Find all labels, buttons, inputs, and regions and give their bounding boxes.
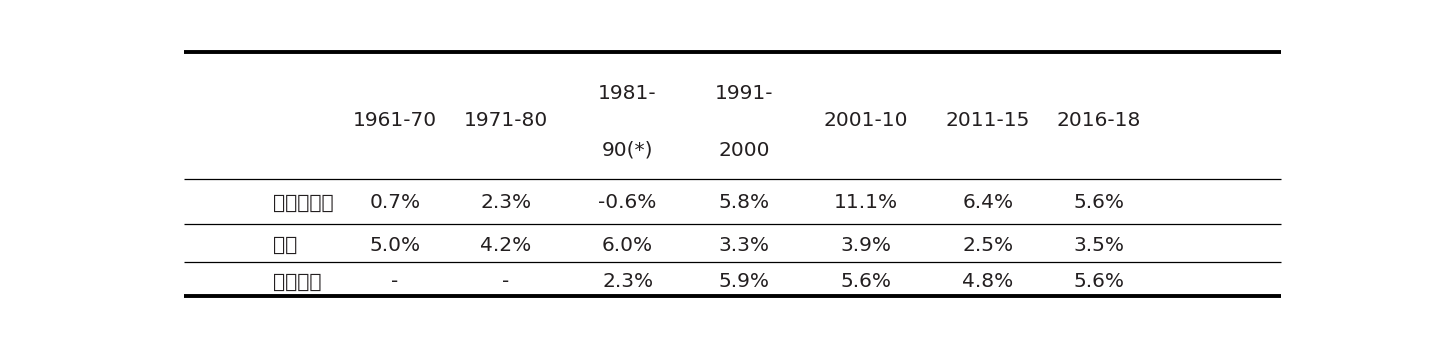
Text: 5.6%: 5.6% [1072,273,1124,291]
Text: 2001-10: 2001-10 [824,110,908,130]
Text: 4.2%: 4.2% [480,236,532,255]
Text: 11.1%: 11.1% [834,194,898,212]
Text: 5.9%: 5.9% [718,273,769,291]
Text: 6.4%: 6.4% [962,194,1014,212]
Text: 2.3%: 2.3% [602,273,654,291]
Text: 0.7%: 0.7% [369,194,420,212]
Text: 5.0%: 5.0% [369,236,420,255]
Text: 1971-80: 1971-80 [463,110,548,130]
Text: 2.3%: 2.3% [480,194,532,212]
Text: 2011-15: 2011-15 [945,110,1030,130]
Text: 3.3%: 3.3% [718,236,769,255]
Text: ミャンマー: ミャンマー [273,194,333,212]
Text: 5.8%: 5.8% [718,194,769,212]
Text: 2.5%: 2.5% [962,236,1014,255]
Text: -0.6%: -0.6% [598,194,656,212]
Text: 5.6%: 5.6% [1072,194,1124,212]
Text: -: - [392,273,399,291]
Text: ベトナム: ベトナム [273,273,322,291]
Text: 90(*): 90(*) [602,141,654,160]
Text: 1981-: 1981- [598,84,656,103]
Text: 2016-18: 2016-18 [1057,110,1141,130]
Text: 5.6%: 5.6% [841,273,891,291]
Text: 4.8%: 4.8% [962,273,1014,291]
Text: 2000: 2000 [718,141,769,160]
Text: -: - [502,273,509,291]
Text: 1961-70: 1961-70 [353,110,438,130]
Text: 3.9%: 3.9% [841,236,891,255]
Text: 3.5%: 3.5% [1072,236,1124,255]
Text: 6.0%: 6.0% [602,236,654,255]
Text: タイ: タイ [273,236,297,255]
Text: 1991-: 1991- [715,84,774,103]
